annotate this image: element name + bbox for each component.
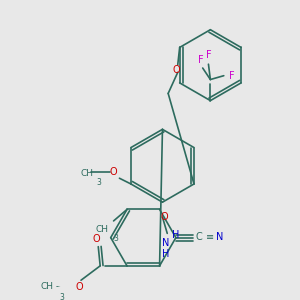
Text: F: F [198, 56, 204, 65]
Text: CH: CH [41, 282, 54, 291]
Text: F: F [206, 50, 211, 60]
Text: 3: 3 [59, 293, 64, 300]
Text: ≡: ≡ [206, 232, 214, 242]
Text: O: O [75, 282, 83, 292]
Text: O: O [92, 234, 100, 244]
Text: O: O [110, 167, 118, 178]
Text: 3: 3 [113, 234, 118, 243]
Text: N: N [162, 238, 169, 248]
Text: CH: CH [80, 169, 93, 178]
Text: O: O [160, 212, 168, 222]
Text: H: H [172, 230, 180, 240]
Text: CH: CH [96, 225, 109, 234]
Text: O: O [172, 65, 180, 75]
Text: N: N [216, 232, 224, 242]
Text: F: F [229, 71, 234, 81]
Text: 3: 3 [97, 178, 102, 187]
Text: H: H [162, 250, 169, 260]
Text: C: C [196, 232, 202, 242]
